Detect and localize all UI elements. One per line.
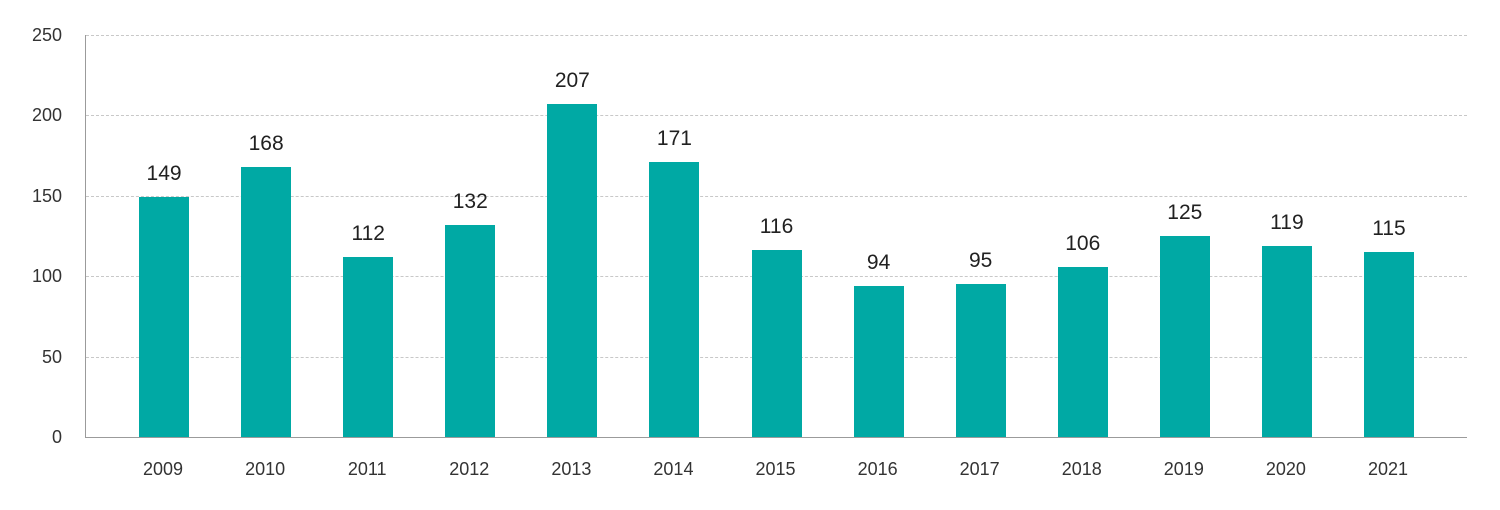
x-tick-label-2012: 2012 (449, 459, 490, 479)
bar-slot-2021: 115 (1338, 35, 1440, 437)
bar-value-label-2009: 149 (146, 162, 182, 186)
bar-slot-2017: 95 (930, 35, 1032, 437)
bar-2018 (1057, 266, 1108, 437)
bar-value-label-2010: 168 (248, 131, 284, 155)
bar-slot-2016: 94 (828, 35, 930, 437)
bar-value-label-2011: 112 (351, 221, 385, 245)
bar-value-label-2012: 132 (452, 189, 488, 213)
y-tick-label-250: 250 (31, 25, 62, 45)
y-tick-label-0: 0 (51, 427, 62, 447)
bar-slot-2011: 112 (317, 35, 419, 437)
y-tick-label-50: 50 (41, 346, 62, 367)
bar-2015 (751, 250, 802, 437)
bar-2011 (343, 256, 394, 437)
bar-value-label-2013: 207 (554, 69, 590, 93)
bar-2012 (445, 224, 496, 437)
bar-2010 (241, 166, 292, 437)
bar-slot-2020: 119 (1236, 35, 1338, 437)
gridline-250 (86, 35, 1467, 36)
gridline-150 (86, 195, 1467, 197)
bar-value-label-2020: 119 (1270, 210, 1304, 234)
bar-slot-2009: 149 (113, 35, 215, 437)
bar-value-label-2016: 94 (866, 250, 891, 274)
x-tick-label-2011: 2011 (347, 459, 387, 479)
x-tick-label-2019: 2019 (1163, 459, 1204, 479)
bar-value-label-2015: 116 (759, 215, 794, 239)
x-tick-label-2020: 2020 (1265, 459, 1306, 479)
x-tick-label-2010: 2010 (245, 459, 286, 479)
bar-slot-2015: 116 (725, 35, 827, 437)
bar-slot-2013: 207 (521, 35, 623, 437)
bar-slot-2010: 168 (215, 35, 317, 437)
bar-2013 (547, 104, 598, 437)
x-tick-label-2021: 2021 (1367, 459, 1408, 479)
x-tick-label-2015: 2015 (755, 459, 796, 479)
bar-2019 (1159, 236, 1210, 437)
y-tick-label-150: 150 (31, 185, 62, 206)
gridline-200 (86, 115, 1467, 117)
bars-row: 149 168 112 132 207 171 116 94 95 106 125 119 115 (86, 35, 1467, 437)
plot-area: 149 168 112 132 207 171 116 94 95 106 125 119 115 (85, 35, 1467, 438)
x-tick-label-2018: 2018 (1061, 459, 1102, 479)
bar-2014 (649, 162, 700, 437)
bar-2021 (1363, 252, 1414, 437)
bar-value-label-2017: 95 (968, 249, 993, 273)
x-tick-label-2017: 2017 (959, 459, 1000, 479)
x-tick-label-2016: 2016 (857, 459, 898, 479)
bar-2016 (853, 285, 904, 437)
y-tick-label-100: 100 (31, 266, 62, 287)
bar-2017 (955, 284, 1006, 437)
bar-2020 (1261, 245, 1312, 437)
bar-slot-2012: 132 (419, 35, 521, 437)
bar-2009 (139, 197, 190, 437)
x-axis: 2009 2010 2011 2012 2013 2014 2015 2016 2017 2018… (85, 456, 1466, 482)
bar-value-label-2021: 115 (1372, 217, 1406, 241)
bar-value-label-2019: 125 (1167, 201, 1203, 224)
y-axis: 0 50 100 150 200 250 (0, 0, 62, 510)
x-tick-label-2014: 2014 (653, 459, 694, 479)
bar-value-label-2014: 171 (656, 127, 692, 151)
bar-value-label-2018: 106 (1065, 231, 1101, 255)
bar-slot-2018: 106 (1032, 35, 1134, 437)
x-tick-label-2009: 2009 (143, 459, 184, 479)
bar-slot-2014: 171 (623, 35, 725, 437)
x-tick-label-2013: 2013 (551, 459, 592, 479)
y-tick-label-200: 200 (31, 105, 62, 126)
bar-slot-2019: 125 (1134, 35, 1236, 437)
